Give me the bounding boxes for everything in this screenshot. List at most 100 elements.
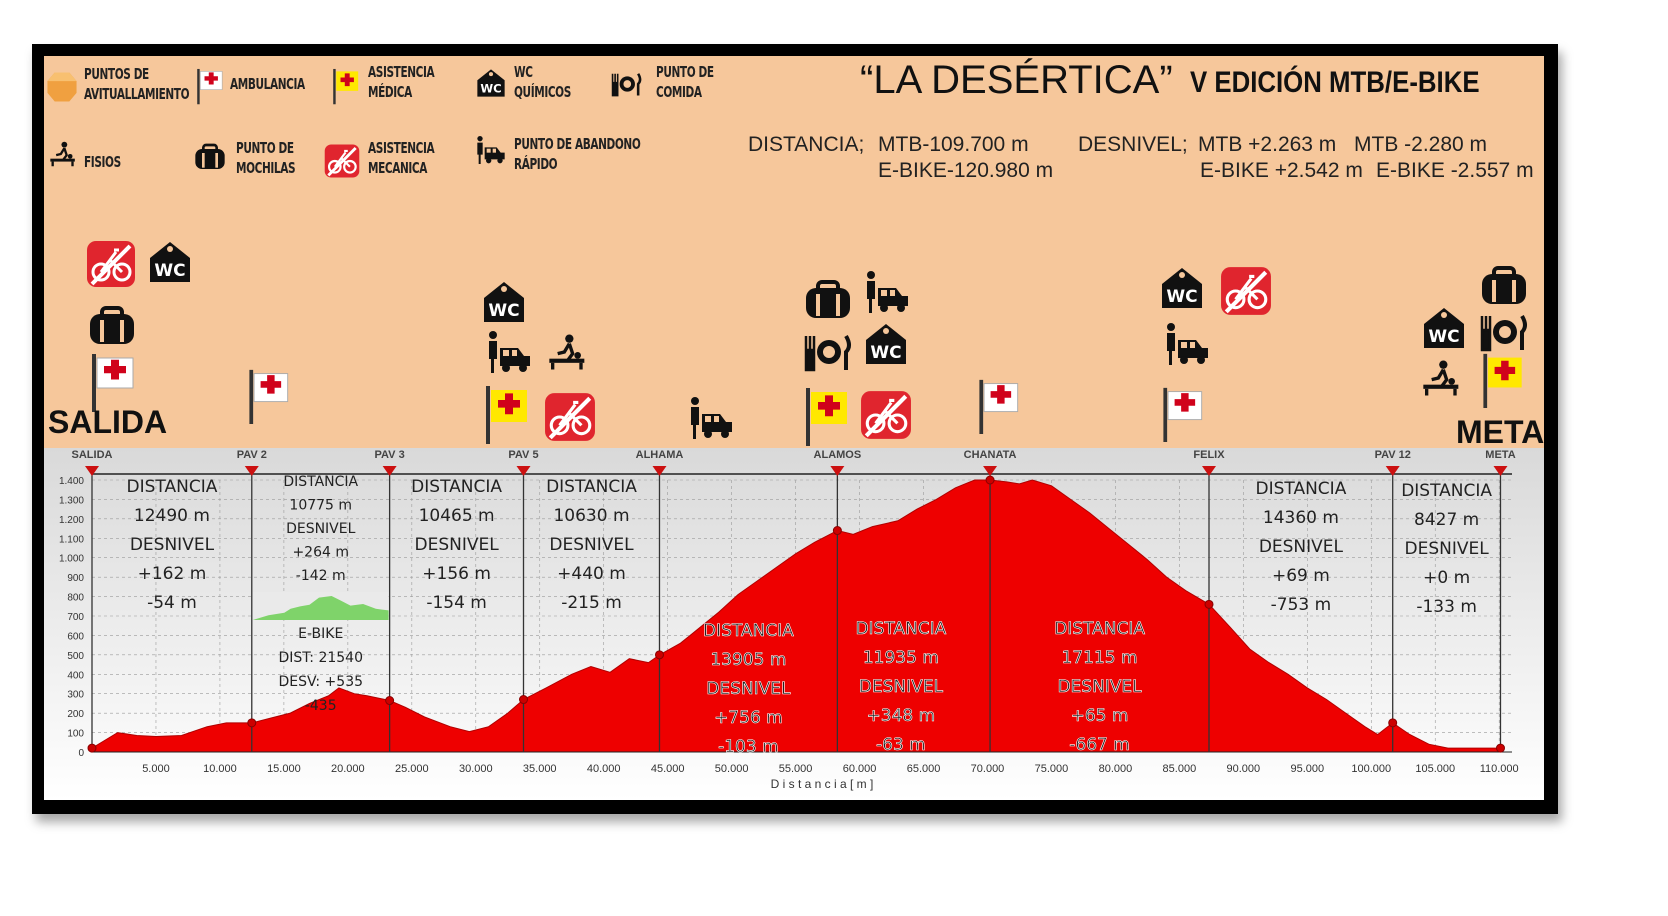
desnivel-ebike-down: E-BIKE -2.557 m: [1376, 159, 1534, 182]
abandon-icon: [862, 270, 910, 314]
x-tick-label: 55.000: [779, 763, 813, 775]
checkpoint-marker: [1202, 466, 1217, 476]
start-label: SALIDA: [48, 404, 168, 440]
desnivel-ebike-up: E-BIKE +2.542 m: [1200, 159, 1363, 182]
segment-stat-text: -753 m: [1271, 595, 1332, 615]
distance-mtb: MTB-109.700 m: [878, 133, 1029, 156]
x-axis-title: D i s t a n c i a [ m ]: [771, 777, 874, 791]
y-tick-label: 200: [67, 709, 84, 720]
backpack-icon: [194, 142, 226, 172]
legend-wc-line1: WC: [514, 63, 533, 81]
checkpoint-point: [985, 475, 995, 485]
ebike-stat-text: E-BIKE: [298, 626, 343, 642]
legend-aid-line2: AVITUALLAMIENTO: [84, 85, 190, 103]
legend-food-label: PUNTO DE COMIDA: [656, 62, 714, 102]
segment-stat-text: -154 m: [426, 593, 487, 613]
finish-label: META: [1456, 414, 1545, 450]
x-tick-label: 90.000: [1227, 763, 1261, 775]
legend-abandon-line2: RÁPIDO: [514, 155, 558, 173]
x-tick-label: 110.000: [1480, 763, 1519, 775]
y-tick-label: 900: [67, 573, 84, 584]
legend-wc-label: WC QUÍMICOS: [514, 62, 571, 102]
legend-medical-label: ASISTENCIA MÉDICA: [368, 62, 435, 102]
segment-stat-text: 13905 m: [710, 650, 786, 670]
checkpoint-point: [1204, 599, 1214, 609]
checkpoint-marker: [382, 466, 397, 476]
checkpoint-marker: [983, 466, 998, 476]
segment-stat-text: DESNIVEL: [130, 535, 215, 555]
segment-stat-text: +0 m: [1423, 568, 1470, 588]
legend-physio-line1: FISIOS: [84, 153, 121, 171]
y-tick-label: 100: [67, 729, 84, 740]
legend-backpack-line1: PUNTO DE: [236, 139, 294, 157]
abandon-icon: [1162, 322, 1210, 366]
checkpoint-marker: [1493, 466, 1508, 476]
checkpoint-marker: [830, 466, 845, 476]
legend-physio-label: FISIOS: [84, 152, 121, 172]
legend-aid-label: PUNTOS DE AVITUALLAMIENTO: [84, 64, 190, 104]
x-tick-label: 70.000: [971, 763, 1005, 775]
mechanic-icon: [1220, 266, 1272, 316]
segment-stat-text: DISTANCIA: [1256, 479, 1347, 499]
elevation-chart: SALIDA PAV 2 PAV 3 PAV 5 ALHAMA ALAMOS CHANATA…: [44, 448, 1544, 800]
segment-stat-text: DESNIVEL: [1259, 537, 1344, 557]
elevation-profile-area: [91, 479, 1502, 753]
x-tick-label: 50.000: [715, 763, 749, 775]
backpack-icon: [1480, 266, 1528, 306]
legend-food-line1: PUNTO DE: [656, 63, 714, 81]
legend-medical-line2: MÉDICA: [368, 83, 412, 101]
x-tick-label: 80.000: [1099, 763, 1133, 775]
segment-stat-text: DESNIVEL: [1405, 539, 1490, 559]
medical-flag-icon: [484, 384, 530, 444]
segment-stat-text: DISTANCIA: [411, 477, 502, 497]
legend-panel: [44, 56, 1544, 448]
x-tick-label: 65.000: [907, 763, 941, 775]
segment-stat-text: +162 m: [138, 564, 207, 584]
distance-label: DISTANCIA;: [748, 133, 865, 156]
segment-stat-text: -63 m: [876, 735, 926, 755]
segment-stat-text: 14360 m: [1263, 508, 1339, 528]
ebike-stat-text: DESV: +535: [278, 674, 363, 690]
wc-icon: [148, 238, 192, 286]
checkpoint-label: ALHAMA: [636, 449, 684, 461]
food-icon: [610, 70, 642, 98]
checkpoint-point: [1388, 718, 1398, 728]
legend-ambulance-label: AMBULANCIA: [230, 74, 305, 94]
checkpoint-marker: [1385, 466, 1400, 476]
segment-stat-text: -215 m: [561, 593, 622, 613]
segment-stat-text: -667 m: [1069, 735, 1130, 755]
segment-stat-text: +756 m: [714, 708, 783, 728]
y-tick-label: 1.300: [59, 495, 84, 506]
legend-mechanic-line2: MECANICA: [368, 159, 428, 177]
y-tick-label: 1.400: [59, 476, 84, 487]
segment-stat-text: DISTANCIA: [855, 619, 946, 639]
ambulance-flag-icon: [90, 352, 136, 412]
segment-stat-text: +69 m: [1272, 566, 1330, 586]
x-tick-label: 15.000: [267, 763, 301, 775]
y-tick-label: 300: [67, 690, 84, 701]
x-tick-label: 60.000: [843, 763, 877, 775]
checkpoint-label: FELIX: [1193, 449, 1225, 461]
x-tick-label: 25.000: [395, 763, 429, 775]
segment-stat-text: 11935 m: [863, 648, 939, 668]
segment-stat-text: DESNIVEL: [859, 677, 944, 697]
medical-flag-icon: [804, 386, 850, 446]
backpack-icon: [804, 280, 852, 320]
x-tick-label: 35.000: [523, 763, 557, 775]
legend-ambulance-line1: AMBULANCIA: [230, 75, 305, 93]
x-tick-label: 45.000: [651, 763, 685, 775]
segment-stat-text: +348 m: [867, 706, 936, 726]
y-tick-label: 400: [67, 670, 84, 681]
food-icon: [802, 332, 852, 372]
checkpoint-point: [832, 526, 842, 536]
y-tick-label: 500: [67, 651, 84, 662]
checkpoint-label: META: [1485, 449, 1515, 461]
segment-stat-text: DISTANCIA: [546, 477, 637, 497]
medical-flag-icon: [1480, 352, 1526, 408]
legend-mechanic-line1: ASISTENCIA: [368, 139, 435, 157]
ambulance-flag-icon: [196, 66, 224, 106]
segment-stat-text: -54 m: [147, 593, 197, 613]
segment-stat-text: DISTANCIA: [1401, 481, 1492, 501]
checkpoint-point: [247, 718, 257, 728]
y-tick-label: 1.000: [59, 554, 84, 565]
